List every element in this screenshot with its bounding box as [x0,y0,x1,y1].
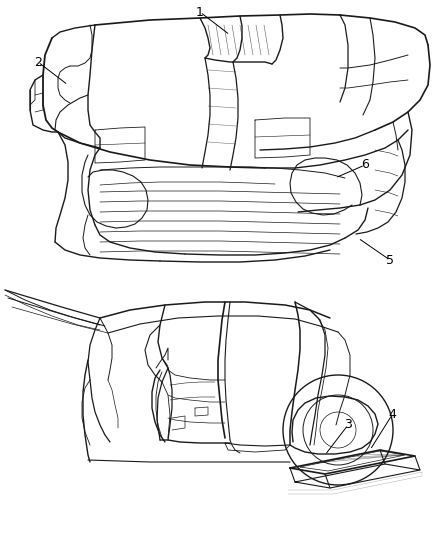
Text: 4: 4 [388,408,396,422]
Text: 6: 6 [361,158,369,172]
Text: 3: 3 [344,418,352,432]
Text: 2: 2 [34,55,42,69]
Text: 1: 1 [196,5,204,19]
Text: 5: 5 [386,254,394,266]
